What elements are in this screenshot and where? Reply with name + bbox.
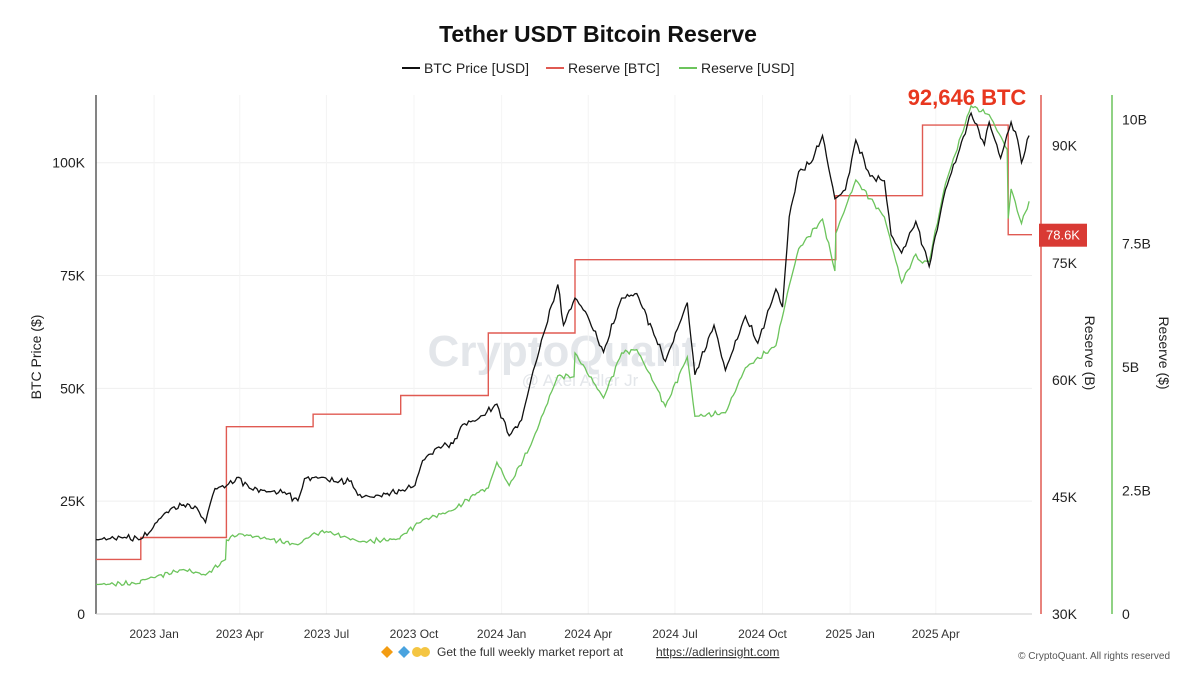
x-tick: 2025 Apr <box>912 627 960 641</box>
y-tick-reserve-btc: 30K <box>1052 606 1078 622</box>
y-tick-reserve-usd: 5B <box>1122 359 1139 375</box>
reserve-btc-line <box>96 124 1032 561</box>
watermark-brand: CryptoQuant <box>428 327 697 376</box>
y-tick-left: 100K <box>52 155 85 171</box>
orange-diamond-icon <box>381 646 393 658</box>
x-tick: 2023 Jan <box>129 627 178 641</box>
y-axis-title-left: BTC Price ($) <box>28 315 44 400</box>
legend: BTC Price [USD] Reserve [BTC] Reserve [U… <box>402 60 794 76</box>
y-tick-left: 75K <box>60 268 86 284</box>
x-tick: 2025 Jan <box>825 627 874 641</box>
x-tick: 2024 Oct <box>738 627 787 641</box>
copyright: © CryptoQuant. All rights reserved <box>1018 651 1170 662</box>
y-tick-reserve-btc: 90K <box>1052 138 1078 154</box>
reserve-usd-line <box>95 104 1030 587</box>
footer-link[interactable]: https://adlerinsight.com <box>656 645 779 659</box>
watermark-handle: @ Axel Adler Jr <box>522 371 639 390</box>
y-tick-reserve-usd: 7.5B <box>1122 235 1151 251</box>
y-tick-reserve-btc: 60K <box>1052 372 1078 388</box>
last-value-badge: 78.6K <box>1039 223 1087 247</box>
legend-label-reserve-btc: Reserve [BTC] <box>568 60 660 76</box>
x-tick: 2023 Apr <box>216 627 264 641</box>
y-tick-reserve-btc: 45K <box>1052 489 1078 505</box>
reserve-callout: 92,646 BTC <box>908 85 1027 110</box>
y-axis-title-reserve-btc: Reserve (B) <box>1082 316 1098 391</box>
series-lines <box>95 104 1032 587</box>
y-axis-title-reserve-usd: Reserve ($) <box>1156 316 1172 389</box>
y-tick-reserve-usd: 0 <box>1122 606 1130 622</box>
raised-hands-icon <box>412 647 430 657</box>
y-tick-left: 25K <box>60 493 86 509</box>
x-tick: 2023 Oct <box>390 627 439 641</box>
legend-label-reserve-usd: Reserve [USD] <box>701 60 794 76</box>
y-tick-reserve-usd: 10B <box>1122 112 1147 128</box>
gridlines <box>96 95 1032 615</box>
y-tick-reserve-usd: 2.5B <box>1122 482 1151 498</box>
y-tick-reserve-btc: 75K <box>1052 255 1078 271</box>
last-value-badge-text: 78.6K <box>1046 228 1080 243</box>
y-tick-left: 0 <box>77 606 85 622</box>
x-tick: 2024 Apr <box>564 627 612 641</box>
blue-diamond-icon <box>398 646 410 658</box>
y-tick-left: 50K <box>60 380 86 396</box>
x-tick: 2024 Jul <box>652 627 697 641</box>
chart-title: Tether USDT Bitcoin Reserve <box>439 21 757 47</box>
tick-labels: 0 25K 50K 75K 100K 2023 Jan 2023 Apr 2023 Jul 20… <box>52 112 1151 641</box>
footer-text: Get the full weekly market report at <box>437 645 624 659</box>
btc-price-line <box>95 111 1030 542</box>
legend-label-btc-price: BTC Price [USD] <box>424 60 529 76</box>
footer: Get the full weekly market report at htt… <box>381 645 1170 662</box>
x-tick: 2024 Jan <box>477 627 526 641</box>
axes <box>95 95 1113 615</box>
last-value-badge-bg <box>1039 223 1087 247</box>
x-tick: 2023 Jul <box>304 627 349 641</box>
